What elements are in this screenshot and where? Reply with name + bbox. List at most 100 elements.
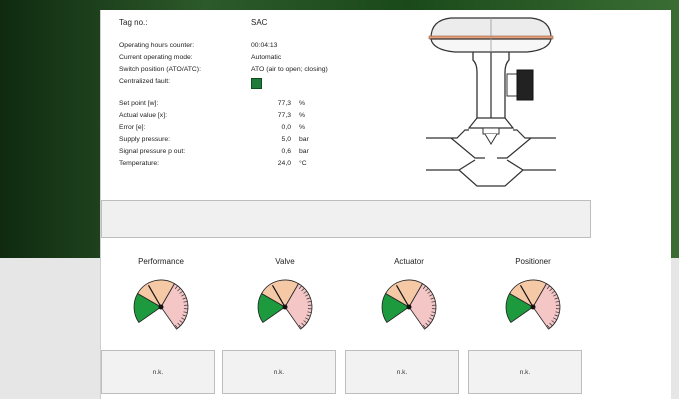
gauge-tick	[172, 283, 175, 288]
gauge-needle	[147, 285, 162, 308]
positioner-gauge-icon	[505, 279, 561, 330]
measurement-row: Error [e]: 0,0 %	[119, 124, 419, 136]
gauge-tick	[551, 290, 556, 294]
measurement-unit: %	[299, 124, 306, 131]
gauge-title: Performance	[138, 257, 184, 266]
gauge-tick	[555, 311, 560, 313]
status-text: n.k.	[396, 368, 408, 376]
gauge-tick	[179, 320, 184, 324]
status-valve[interactable]: n.k.	[222, 350, 336, 394]
measurement-unit: %	[299, 100, 306, 107]
gauge-positioner: Positioner	[483, 257, 583, 342]
status-positioner[interactable]: n.k.	[468, 350, 582, 394]
gauge-tick	[305, 294, 310, 297]
gauge-tick	[427, 290, 432, 294]
actuator-gauge-icon	[381, 279, 437, 330]
status-performance[interactable]: n.k.	[101, 350, 215, 394]
info-label: Centralized fault:	[119, 78, 171, 85]
info-row-operating-hours: Operating hours counter: 00:04:13	[119, 42, 419, 54]
gauge-tick	[298, 285, 302, 290]
gauge-tick	[183, 311, 188, 313]
info-value: ATO (air to open; closing)	[251, 66, 328, 73]
measurement-label: Temperature:	[119, 160, 160, 167]
measurement-label: Set point [w]:	[119, 100, 159, 107]
gauge-tick	[301, 322, 305, 327]
measurement-row: Supply pressure: 5,0 bar	[119, 136, 419, 148]
tag-value: SAC	[251, 18, 268, 27]
message-bar	[101, 200, 591, 238]
diagnostic-panel: Tag no.: SAC Operating hours counter: 00…	[100, 10, 671, 399]
tag-row: Tag no.: SAC	[119, 18, 419, 30]
measurement-value: 0,0	[281, 124, 291, 131]
gauge-hub	[406, 304, 412, 310]
info-row-centralized-fault: Centralized fault:	[119, 78, 419, 90]
gauge-tick	[182, 314, 187, 317]
gauge-tick	[177, 322, 181, 327]
measurement-unit: bar	[299, 148, 309, 155]
measurement-label: Signal pressure p out:	[119, 148, 186, 155]
gauge-tick	[306, 314, 311, 317]
measurement-row: Signal pressure p out: 0,6 bar	[119, 148, 419, 160]
gauge-tick	[420, 283, 423, 288]
gauge-tick	[430, 297, 435, 300]
gauge-needle	[395, 285, 410, 308]
gauge-tick	[429, 294, 434, 297]
measurement-value: 24,0	[277, 160, 291, 167]
gauge-tick	[174, 285, 178, 290]
measurement-unit: °C	[299, 160, 307, 167]
measurement-label: Error [e]:	[119, 124, 146, 131]
gauge-hub	[530, 304, 536, 310]
gauge-title: Valve	[275, 257, 295, 266]
gauge-segment-warning	[385, 279, 424, 308]
gauge-needle	[519, 285, 534, 308]
gauge-tick	[554, 297, 559, 300]
gauge-needle	[271, 285, 286, 308]
measurement-value: 0,6	[281, 148, 291, 155]
gauge-tick	[422, 285, 426, 290]
info-row-operating-mode: Current operating mode: Automatic	[119, 54, 419, 66]
gauge-tick	[303, 290, 308, 294]
gauge-tick	[303, 320, 308, 324]
info-value: Automatic	[251, 54, 282, 61]
gauge-tick	[307, 301, 312, 303]
gauge-tick	[307, 311, 312, 313]
performance-gauge-icon	[133, 279, 189, 330]
measurement-row: Actual value [x]: 77,3 %	[119, 112, 419, 124]
status-text: n.k.	[519, 368, 531, 376]
gauge-tick	[174, 324, 178, 329]
gauge-tick	[296, 283, 299, 288]
gauge-tick	[182, 297, 187, 300]
gauge-tick	[554, 314, 559, 317]
gauge-tick	[306, 297, 311, 300]
valve-gauge-icon	[257, 279, 313, 330]
valve-diagram-icon	[426, 17, 556, 187]
gauge-tick	[298, 324, 302, 329]
status-actuator[interactable]: n.k.	[345, 350, 459, 394]
gauge-tick	[431, 301, 436, 303]
measurement-row: Temperature: 24,0 °C	[119, 160, 419, 172]
gauge-title: Positioner	[515, 257, 551, 266]
measurement-row: Set point [w]: 77,3 %	[119, 100, 419, 112]
gauge-tick	[430, 314, 435, 317]
status-text: n.k.	[152, 368, 164, 376]
gauge-tick	[179, 290, 184, 294]
gauge-tick	[301, 287, 305, 292]
measurement-value: 5,0	[281, 136, 291, 143]
gauge-valve: Valve	[235, 257, 335, 342]
gauge-segment-warning	[509, 279, 548, 308]
gauge-tick	[422, 324, 426, 329]
gauge-tick	[425, 322, 429, 327]
measurement-label: Supply pressure:	[119, 136, 171, 143]
measurement-unit: %	[299, 112, 306, 119]
gauge-tick	[544, 283, 547, 288]
gauge-tick	[181, 317, 186, 320]
gauge-hub	[282, 304, 288, 310]
tag-label: Tag no.:	[119, 18, 148, 27]
gauge-tick	[553, 317, 558, 320]
gauge-hub	[158, 304, 164, 310]
measurement-label: Actual value [x]:	[119, 112, 167, 119]
fault-indicator	[251, 78, 262, 89]
gauge-tick	[553, 294, 558, 297]
status-text: n.k.	[273, 368, 285, 376]
gauge-tick	[425, 287, 429, 292]
